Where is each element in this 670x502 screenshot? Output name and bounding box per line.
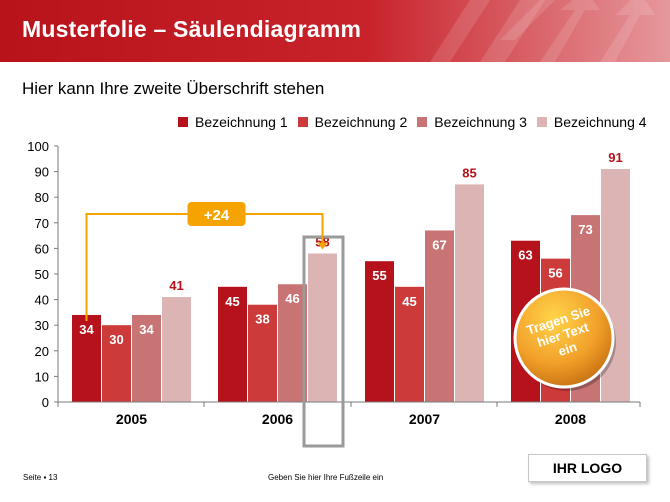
y-tick-label: 50 bbox=[35, 267, 49, 282]
logo-box: IHR LOGO bbox=[528, 454, 647, 482]
legend-item-4: Bezeichnung 4 bbox=[536, 114, 647, 130]
data-label: 34 bbox=[79, 322, 94, 337]
arrow-pattern-icon bbox=[430, 0, 655, 62]
bar bbox=[102, 325, 131, 402]
y-tick-label: 80 bbox=[35, 190, 49, 205]
legend-swatch-4 bbox=[536, 117, 547, 127]
y-tick-label: 20 bbox=[35, 344, 49, 359]
bar bbox=[308, 253, 337, 402]
data-label: 63 bbox=[518, 248, 532, 263]
y-tick-label: 30 bbox=[35, 318, 49, 333]
bar bbox=[278, 284, 307, 402]
chart-legend: Bezeichnung 1 Bezeichnung 2 Bezeichnung … bbox=[178, 114, 647, 130]
legend-label-4: Bezeichnung 4 bbox=[553, 114, 647, 130]
legend-item-2: Bezeichnung 2 bbox=[297, 114, 408, 130]
bar bbox=[72, 314, 101, 402]
bar bbox=[425, 230, 454, 402]
bar bbox=[365, 261, 394, 402]
data-label: 34 bbox=[139, 322, 154, 337]
title-banner: Musterfolie – Säulendiagramm bbox=[0, 0, 670, 62]
y-tick-label: 40 bbox=[35, 293, 49, 308]
page-number: Seite ▪ 13 bbox=[23, 473, 58, 482]
y-tick-label: 10 bbox=[35, 369, 49, 384]
x-tick-label: 2005 bbox=[116, 411, 147, 427]
data-label: 85 bbox=[462, 165, 476, 180]
x-tick-label: 2007 bbox=[409, 411, 440, 427]
data-label: 56 bbox=[548, 266, 562, 281]
data-label: 55 bbox=[372, 268, 386, 283]
callout-badge bbox=[187, 202, 246, 226]
legend-swatch-2 bbox=[297, 117, 308, 127]
legend-item-1: Bezeichnung 1 bbox=[178, 114, 288, 130]
legend-swatch-1 bbox=[178, 117, 188, 127]
data-label: 67 bbox=[432, 237, 446, 252]
data-label: 41 bbox=[169, 278, 183, 293]
data-label: 30 bbox=[109, 332, 123, 347]
data-label: 91 bbox=[608, 150, 622, 165]
y-tick-label: 100 bbox=[27, 139, 49, 154]
bar bbox=[395, 286, 424, 402]
page-title: Musterfolie – Säulendiagramm bbox=[22, 16, 362, 42]
legend-label-1: Bezeichnung 1 bbox=[195, 114, 288, 130]
data-label: 46 bbox=[285, 291, 299, 306]
legend-swatch-3 bbox=[417, 117, 428, 127]
bar bbox=[248, 304, 277, 402]
data-label: 73 bbox=[578, 222, 592, 237]
data-label: 38 bbox=[255, 312, 269, 327]
y-tick-label: 90 bbox=[35, 165, 49, 180]
bar bbox=[218, 286, 247, 402]
legend-item-3: Bezeichnung 3 bbox=[417, 114, 527, 130]
y-tick-label: 60 bbox=[35, 241, 49, 256]
callout-label: +24 bbox=[204, 207, 230, 224]
data-label: 45 bbox=[225, 294, 239, 309]
y-tick-label: 70 bbox=[35, 216, 49, 231]
data-label: 45 bbox=[402, 294, 416, 309]
badge-circle bbox=[513, 287, 615, 389]
y-tick-label: 0 bbox=[42, 395, 49, 410]
bar bbox=[132, 314, 161, 402]
x-tick-label: 2006 bbox=[262, 411, 293, 427]
legend-label-3: Bezeichnung 3 bbox=[434, 114, 527, 130]
arrow-down-icon bbox=[317, 242, 328, 250]
subtitle: Hier kann Ihre zweite Überschrift stehen bbox=[22, 79, 325, 98]
bar bbox=[455, 184, 484, 402]
x-tick-label: 2008 bbox=[555, 411, 586, 427]
footer-text: Geben Sie hier Ihre Fußzeile ein bbox=[268, 473, 384, 482]
bar bbox=[162, 297, 191, 402]
legend-label-2: Bezeichnung 2 bbox=[314, 114, 408, 130]
